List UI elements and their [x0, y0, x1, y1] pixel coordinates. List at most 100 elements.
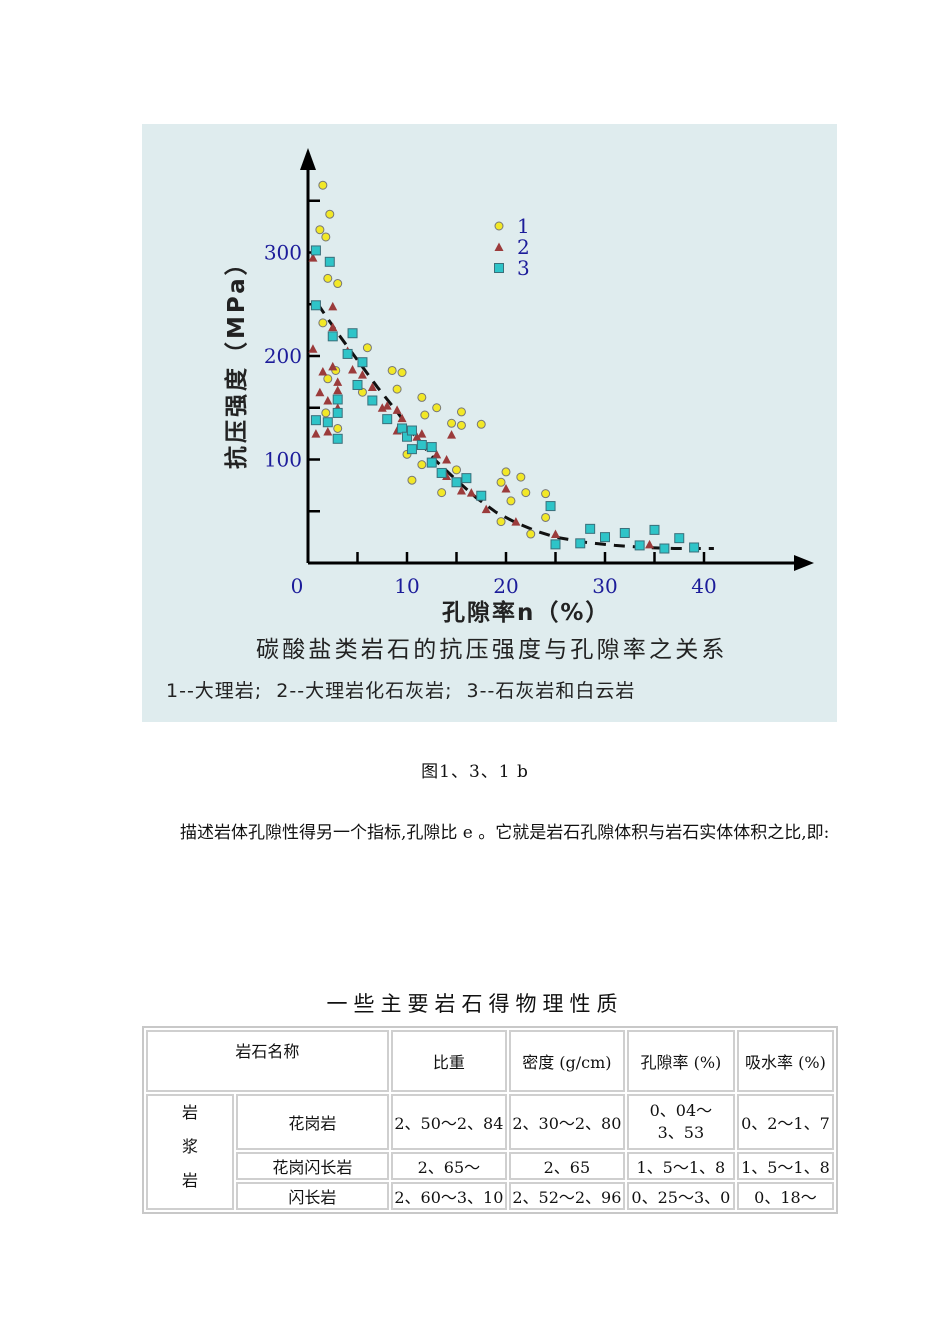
specific-gravity: 2、50～2、84	[390, 1094, 507, 1150]
legend-label: 2	[517, 235, 530, 259]
square-marker	[310, 415, 321, 426]
triangle-marker	[511, 517, 521, 526]
circle-marker	[516, 472, 526, 482]
square-marker	[659, 543, 670, 554]
square-marker	[600, 532, 610, 543]
porosity: 0、25～3、0	[626, 1182, 735, 1210]
triangle-marker	[328, 361, 338, 371]
square-marker	[342, 348, 353, 359]
square-marker	[649, 524, 660, 535]
square-marker	[367, 395, 378, 406]
rock-name: 闪长岩	[236, 1182, 389, 1210]
circle-marker	[333, 423, 343, 433]
header-porosity: 孔隙率 (%)	[626, 1030, 735, 1092]
square-marker	[575, 538, 586, 549]
body-paragraph: 描述岩体孔隙性得另一个指标,孔隙比 e 。它就是岩石孔隙体积与岩石实体体积之比,…	[180, 823, 830, 843]
density: 2、52～2、96	[508, 1182, 625, 1210]
circle-marker	[397, 368, 407, 378]
triangle-marker	[328, 301, 338, 311]
circle-marker	[437, 488, 447, 498]
circle-marker	[432, 403, 442, 413]
square-marker	[634, 540, 645, 551]
circle-marker	[318, 318, 328, 328]
rock-name: 花岗岩	[236, 1094, 389, 1150]
square-marker	[416, 440, 427, 451]
legend-label: 3	[517, 256, 530, 280]
x-tick-label: 30	[592, 574, 617, 598]
circle-marker	[456, 420, 466, 430]
circle-marker	[420, 410, 430, 420]
x-tick-label: 20	[493, 574, 518, 598]
legend-label: 1	[517, 214, 530, 238]
density: 2、65	[508, 1152, 625, 1180]
triangle-marker	[315, 387, 325, 397]
triangle-marker	[481, 504, 491, 514]
triangle-marker	[501, 483, 511, 493]
density: 2、30～2、80	[508, 1094, 625, 1150]
y-tick-label: 200	[264, 344, 302, 368]
square-marker	[352, 379, 363, 390]
circle-marker	[321, 408, 331, 418]
square-marker	[382, 414, 393, 425]
x-tick-label: 10	[394, 574, 419, 598]
square-marker	[689, 542, 700, 553]
triangle-marker	[323, 427, 333, 436]
rock-name: 花岗闪长岩	[236, 1152, 389, 1180]
absorption: 0、2～1、7	[736, 1094, 834, 1150]
square-marker	[426, 442, 437, 453]
circle-marker	[392, 384, 402, 394]
triangle-marker	[308, 253, 318, 262]
square-marker	[585, 523, 596, 534]
circle-marker	[526, 529, 536, 539]
square-marker	[324, 256, 335, 267]
triangle-marker	[333, 377, 343, 386]
specific-gravity: 2、65～	[390, 1152, 507, 1180]
circle-marker	[362, 343, 372, 353]
triangle-marker	[348, 364, 358, 374]
circle-marker	[506, 496, 516, 506]
circle-marker	[521, 488, 531, 498]
rock-properties-table: 岩石名称 比重 密度 (g/cm) 孔隙率 (%) 吸水率 (%) 岩 浆 岩 …	[142, 1026, 838, 1214]
square-marker	[406, 444, 417, 455]
triangle-marker	[447, 430, 457, 439]
table-header-row: 岩石名称 比重 密度 (g/cm) 孔隙率 (%) 吸水率 (%)	[146, 1030, 834, 1092]
circle-marker	[407, 475, 417, 485]
triangle-marker	[308, 344, 318, 353]
triangle-marker	[466, 488, 476, 497]
circle-marker	[321, 232, 331, 242]
circle-marker	[452, 465, 461, 475]
square-marker	[545, 501, 556, 512]
y-tick-label: 300	[264, 241, 302, 265]
square-marker	[406, 425, 417, 436]
circle-marker	[541, 512, 551, 522]
trend-line	[316, 303, 714, 551]
header-absorption: 吸水率 (%)	[736, 1030, 834, 1092]
square-marker	[436, 467, 447, 478]
triangle-marker	[367, 382, 377, 392]
triangle-marker	[432, 449, 442, 459]
triangle-marker	[392, 405, 402, 414]
triangle-marker	[333, 385, 343, 395]
triangle-marker	[645, 539, 655, 549]
circle-marker	[318, 180, 328, 190]
circle-marker	[494, 221, 504, 231]
triangle-marker	[382, 401, 392, 410]
x-tick-label: 40	[691, 574, 716, 598]
square-marker	[476, 490, 487, 501]
triangle-marker	[328, 322, 338, 332]
square-marker	[426, 457, 437, 468]
circle-marker	[501, 467, 511, 477]
circle-marker	[323, 374, 333, 384]
triangle-marker	[417, 429, 427, 438]
circle-marker	[417, 392, 427, 402]
triangle-marker	[456, 486, 466, 495]
header-density: 密度 (g/cm)	[508, 1030, 625, 1092]
circle-marker	[456, 407, 466, 417]
table-row: 花岗闪长岩 2、65～ 2、65 1、5～1、8 1、5～1、8	[146, 1152, 834, 1180]
triangle-marker	[551, 529, 560, 539]
scatter-chart: 100 200 300 0 10 20 30 40 123 抗压强度（MPa） 孔隙率n（%）…	[166, 148, 814, 702]
square-marker	[357, 357, 368, 368]
triangle-marker	[442, 455, 452, 464]
circle-marker	[541, 489, 551, 499]
